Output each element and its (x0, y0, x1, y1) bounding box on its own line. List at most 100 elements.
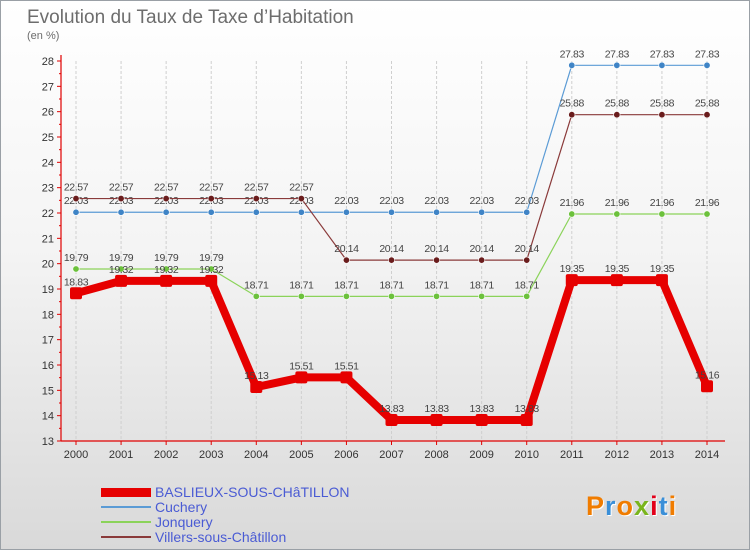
unit-label: (en %) (27, 30, 60, 42)
data-point-jonquery (207, 265, 215, 273)
legend-item: Villers-sous-Châtillon (101, 529, 381, 545)
data-point-villers-sous-ch-tillon (342, 256, 350, 264)
data-label-baslieux-sous-ch-tillon: 19.32 (109, 264, 134, 276)
x-tick-label: 2007 (379, 449, 403, 461)
data-label-villers-sous-ch-tillon: 25.88 (695, 98, 720, 110)
data-label-villers-sous-ch-tillon: 20.14 (470, 243, 495, 255)
x-tick-label: 2014 (695, 449, 719, 461)
data-point-cuchery (387, 208, 395, 216)
data-point-villers-sous-ch-tillon (207, 195, 215, 203)
data-point-villers-sous-ch-tillon (478, 256, 486, 264)
data-label-jonquery: 18.71 (515, 279, 540, 291)
data-point-villers-sous-ch-tillon (568, 111, 576, 119)
y-tick-label: 27 (42, 81, 54, 93)
data-label-villers-sous-ch-tillon: 22.57 (199, 182, 224, 194)
data-point-villers-sous-ch-tillon (658, 111, 666, 119)
data-point-baslieux-sous-ch-tillon (115, 274, 128, 287)
data-point-cuchery (72, 208, 80, 216)
data-point-cuchery (252, 208, 260, 216)
data-point-villers-sous-ch-tillon (387, 256, 395, 264)
y-tick-label: 13 (42, 436, 54, 448)
y-tick-label: 15 (42, 385, 54, 397)
data-label-baslieux-sous-ch-tillon: 15.16 (695, 369, 720, 381)
x-tick-label: 2001 (109, 449, 133, 461)
y-tick-label: 16 (42, 360, 54, 372)
y-tick-label: 18 (42, 309, 54, 321)
data-point-jonquery (387, 292, 395, 300)
data-point-cuchery (613, 61, 621, 69)
data-label-baslieux-sous-ch-tillon: 19.35 (605, 263, 630, 275)
data-point-baslieux-sous-ch-tillon (295, 371, 308, 384)
data-point-baslieux-sous-ch-tillon (565, 274, 578, 287)
data-point-villers-sous-ch-tillon (703, 111, 711, 119)
data-point-baslieux-sous-ch-tillon (475, 413, 488, 426)
data-point-jonquery (162, 265, 170, 273)
data-label-cuchery: 27.83 (650, 48, 675, 60)
data-point-cuchery (703, 61, 711, 69)
data-label-baslieux-sous-ch-tillon: 19.32 (199, 264, 224, 276)
legend-label: Jonquery (155, 514, 213, 530)
data-label-jonquery: 19.79 (64, 252, 89, 264)
x-tick-label: 2000 (64, 449, 88, 461)
data-point-jonquery (72, 265, 80, 273)
data-point-baslieux-sous-ch-tillon (160, 274, 173, 287)
data-point-villers-sous-ch-tillon (613, 111, 621, 119)
x-tick-label: 2013 (650, 449, 674, 461)
data-point-jonquery (252, 292, 260, 300)
data-label-villers-sous-ch-tillon: 25.88 (650, 98, 675, 110)
data-label-baslieux-sous-ch-tillon: 19.35 (560, 263, 585, 275)
data-point-villers-sous-ch-tillon (117, 195, 125, 203)
data-point-baslieux-sous-ch-tillon (70, 287, 82, 300)
data-point-cuchery (478, 208, 486, 216)
data-label-jonquery: 21.96 (650, 197, 675, 209)
data-label-jonquery: 18.71 (470, 279, 495, 291)
data-label-jonquery: 21.96 (695, 197, 720, 209)
data-label-jonquery: 21.96 (560, 197, 585, 209)
y-tick-label: 21 (42, 233, 54, 245)
data-label-jonquery: 18.71 (289, 279, 314, 291)
legend-swatch (101, 488, 151, 497)
x-tick-label: 2009 (469, 449, 493, 461)
logo-letter: o (616, 491, 635, 521)
logo-letter: i (668, 491, 678, 521)
logo-letter: i (650, 491, 659, 521)
data-point-villers-sous-ch-tillon (297, 195, 305, 203)
data-point-baslieux-sous-ch-tillon (430, 413, 443, 426)
data-label-baslieux-sous-ch-tillon: 13.83 (470, 403, 495, 415)
data-label-cuchery: 22.03 (334, 195, 359, 207)
data-point-cuchery (433, 208, 441, 216)
data-point-cuchery (568, 61, 576, 69)
data-point-cuchery (342, 208, 350, 216)
data-point-baslieux-sous-ch-tillon (385, 413, 398, 426)
data-label-jonquery: 19.79 (109, 252, 134, 264)
data-label-villers-sous-ch-tillon: 22.57 (244, 182, 269, 194)
legend-swatch (101, 521, 151, 523)
data-point-cuchery (162, 208, 170, 216)
data-point-jonquery (478, 292, 486, 300)
data-label-villers-sous-ch-tillon: 20.14 (424, 243, 449, 255)
data-label-villers-sous-ch-tillon: 25.88 (605, 98, 630, 110)
legend-label: Cuchery (155, 499, 208, 515)
data-point-baslieux-sous-ch-tillon (340, 371, 353, 384)
data-label-cuchery: 22.03 (424, 195, 449, 207)
data-point-baslieux-sous-ch-tillon (250, 381, 263, 394)
data-point-jonquery (433, 292, 441, 300)
data-label-jonquery: 18.71 (334, 279, 359, 291)
data-label-baslieux-sous-ch-tillon: 15.51 (334, 360, 359, 372)
legend-label: Villers-sous-Châtillon (155, 529, 287, 545)
data-point-baslieux-sous-ch-tillon (701, 380, 713, 393)
data-point-jonquery (613, 210, 621, 218)
data-point-cuchery (117, 208, 125, 216)
data-label-baslieux-sous-ch-tillon: 19.35 (650, 263, 675, 275)
data-point-villers-sous-ch-tillon (72, 195, 80, 203)
y-tick-label: 19 (42, 284, 54, 296)
data-label-baslieux-sous-ch-tillon: 19.32 (154, 264, 179, 276)
data-point-cuchery (297, 208, 305, 216)
y-tick-label: 24 (42, 157, 54, 169)
data-point-baslieux-sous-ch-tillon (205, 274, 218, 287)
x-tick-label: 2002 (154, 449, 178, 461)
data-label-villers-sous-ch-tillon: 22.57 (154, 182, 179, 194)
data-point-cuchery (207, 208, 215, 216)
data-point-villers-sous-ch-tillon (523, 256, 531, 264)
